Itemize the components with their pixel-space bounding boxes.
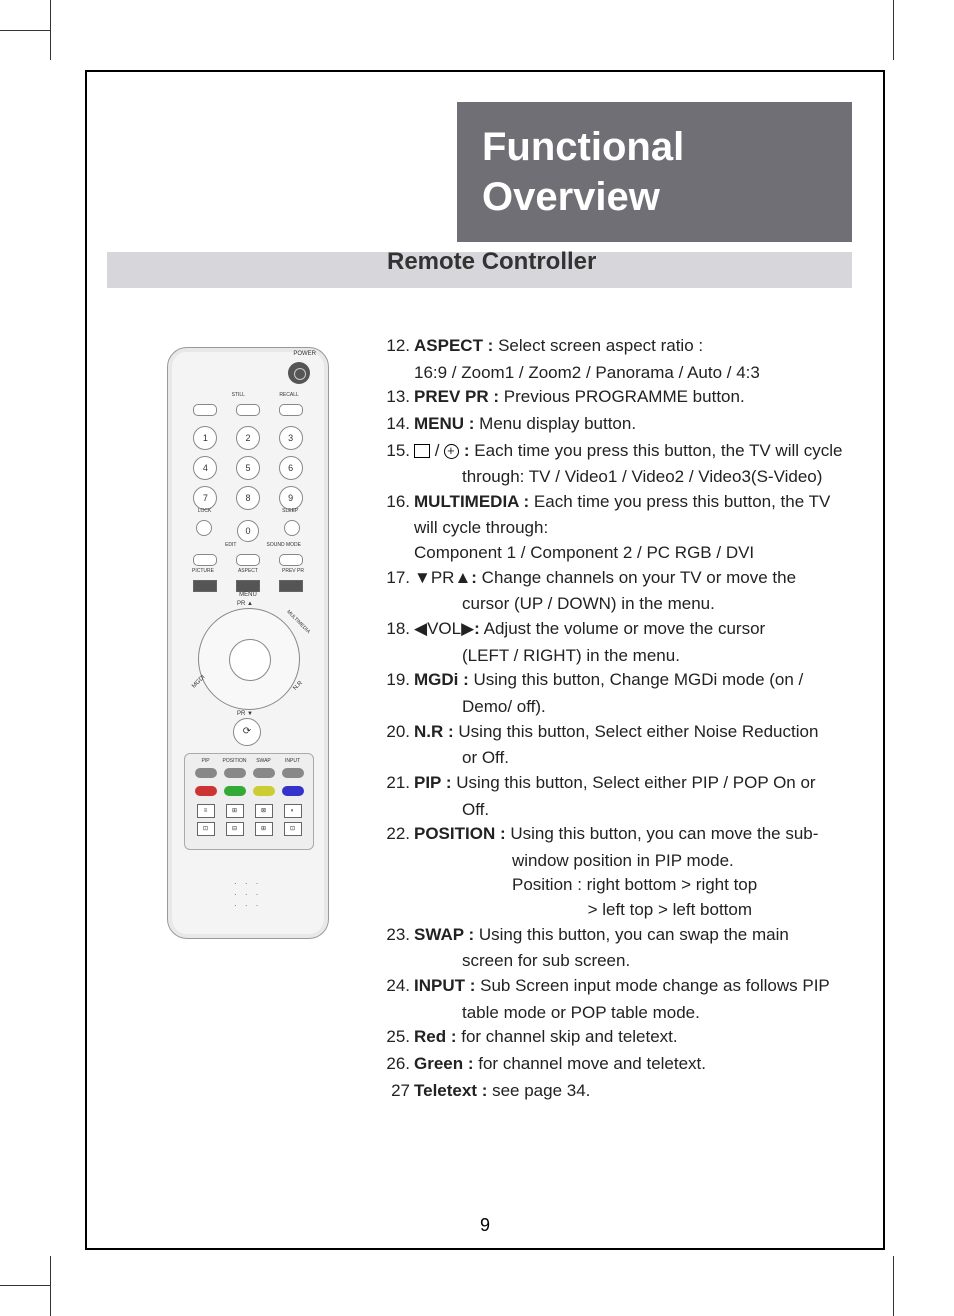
- list-item: 21.PIP : Using this button, Select eithe…: [382, 771, 862, 796]
- item-body: ▼PR▲: Change channels on your TV or move…: [414, 566, 862, 591]
- item-number: 20.: [382, 720, 410, 745]
- item-continuation: screen for sub screen.: [382, 949, 862, 974]
- title-line: Functional: [482, 122, 827, 172]
- item-continuation: will cycle through:: [382, 516, 862, 541]
- item-body: INPUT : Sub Screen input mode change as …: [414, 974, 862, 999]
- list-item: 16.MULTIMEDIA : Each time you press this…: [382, 490, 862, 515]
- item-continuation: Position : right bottom > right top: [382, 873, 862, 898]
- list-item: 12.ASPECT : Select screen aspect ratio :: [382, 334, 862, 359]
- item-body: Green : for channel move and teletext.: [414, 1052, 862, 1077]
- list-item: 13.PREV PR : Previous PROGRAMME button.: [382, 385, 862, 410]
- item-body: PIP : Using this button, Select either P…: [414, 771, 862, 796]
- list-item: 25.Red : for channel skip and teletext.: [382, 1025, 862, 1050]
- item-body: N.R : Using this button, Select either N…: [414, 720, 862, 745]
- section-title: Functional Overview: [457, 102, 852, 242]
- item-body: PREV PR : Previous PROGRAMME button.: [414, 385, 862, 410]
- item-continuation: cursor (UP / DOWN) in the menu.: [382, 592, 862, 617]
- item-continuation: Component 1 / Component 2 / PC RGB / DVI: [382, 541, 862, 566]
- list-item: 24.INPUT : Sub Screen input mode change …: [382, 974, 862, 999]
- item-number: 21.: [382, 771, 410, 796]
- item-continuation: (LEFT / RIGHT) in the menu.: [382, 644, 862, 669]
- item-number: 25.: [382, 1025, 410, 1050]
- list-item: 20.N.R : Using this button, Select eithe…: [382, 720, 862, 745]
- item-body: MULTIMEDIA : Each time you press this bu…: [414, 490, 862, 515]
- pip-section: PIP POSITION SWAP INPUT ≡⊞⊠◐ ⊡⊟⊞⊡: [184, 753, 314, 850]
- crop-mark: [0, 30, 50, 31]
- item-body: MGDi : Using this button, Change MGDi mo…: [414, 668, 862, 693]
- page-number: 9: [87, 1215, 883, 1236]
- item-number: 14.: [382, 412, 410, 437]
- subtitle-text: Remote Controller: [387, 248, 596, 276]
- item-body: Red : for channel skip and teletext.: [414, 1025, 862, 1050]
- item-continuation: or Off.: [382, 746, 862, 771]
- manual-page: Functional Overview Remote Controller PO…: [0, 0, 954, 1316]
- dpad: PR ▲ PR ▼ MGDI MULTIMEDIA N.R: [198, 608, 298, 708]
- crop-mark: [893, 0, 894, 60]
- item-number: 23.: [382, 923, 410, 948]
- list-item: 19.MGDi : Using this button, Change MGDi…: [382, 668, 862, 693]
- item-body: ASPECT : Select screen aspect ratio :: [414, 334, 862, 359]
- subtitle-bar: Remote Controller: [107, 252, 852, 288]
- list-item: 17.▼PR▲: Change channels on your TV or m…: [382, 566, 862, 591]
- list-item: 27 Teletext : see page 34.: [382, 1079, 862, 1104]
- crop-mark: [0, 1285, 50, 1286]
- item-body: POSITION : Using this button, you can mo…: [414, 822, 862, 847]
- item-number: 26.: [382, 1052, 410, 1077]
- item-continuation: Off.: [382, 798, 862, 823]
- item-continuation: table mode or POP table mode.: [382, 1001, 862, 1026]
- item-body: / : Each time you press this button, the…: [414, 439, 862, 464]
- list-item: 15. / : Each time you press this button,…: [382, 439, 862, 464]
- item-continuation: 16:9 / Zoom1 / Zoom2 / Panorama / Auto /…: [382, 361, 862, 386]
- item-number: 17.: [382, 566, 410, 591]
- item-body: MENU : Menu display button.: [414, 412, 862, 437]
- item-number: 12.: [382, 334, 410, 359]
- item-continuation: > left top > left bottom: [382, 898, 862, 923]
- row-labels: STILL RECALL: [168, 392, 328, 398]
- item-number: 19.: [382, 668, 410, 693]
- item-continuation: window position in PIP mode.: [382, 849, 862, 874]
- item-continuation: through: TV / Video1 / Video2 / Video3(S…: [382, 465, 862, 490]
- item-body: SWAP : Using this button, you can swap t…: [414, 923, 862, 948]
- crop-mark: [50, 0, 51, 60]
- speaker-dots: · · ·· · ·· · ·: [234, 878, 261, 912]
- list-item: 14.MENU : Menu display button.: [382, 412, 862, 437]
- power-button-icon: [288, 362, 310, 384]
- item-number: 24.: [382, 974, 410, 999]
- item-number: 13.: [382, 385, 410, 410]
- remote-illustration: POWER STILL RECALL 123 456 789 LOCKSLEEP…: [167, 347, 329, 939]
- page-frame: Functional Overview Remote Controller PO…: [85, 70, 885, 1250]
- item-body: ◀VOL▶: Adjust the volume or move the cur…: [414, 617, 862, 642]
- list-item: 18.◀VOL▶: Adjust the volume or move the …: [382, 617, 862, 642]
- ok-icon: ⟳: [233, 718, 261, 746]
- list-item: 22.POSITION : Using this button, you can…: [382, 822, 862, 847]
- item-number: 18.: [382, 617, 410, 642]
- list-item: 26.Green : for channel move and teletext…: [382, 1052, 862, 1077]
- list-item: 23.SWAP : Using this button, you can swa…: [382, 923, 862, 948]
- item-number: 22.: [382, 822, 410, 847]
- item-continuation: Demo/ off).: [382, 695, 862, 720]
- power-label: POWER: [293, 351, 316, 357]
- crop-mark: [50, 1256, 51, 1316]
- item-number: 15.: [382, 439, 410, 464]
- menu-label: MENU: [168, 592, 328, 598]
- item-number: 16.: [382, 490, 410, 515]
- description-list: 12.ASPECT : Select screen aspect ratio :…: [382, 334, 862, 1105]
- title-line: Overview: [482, 172, 827, 222]
- item-number: 27: [382, 1079, 410, 1104]
- item-body: Teletext : see page 34.: [414, 1079, 862, 1104]
- crop-mark: [893, 1256, 894, 1316]
